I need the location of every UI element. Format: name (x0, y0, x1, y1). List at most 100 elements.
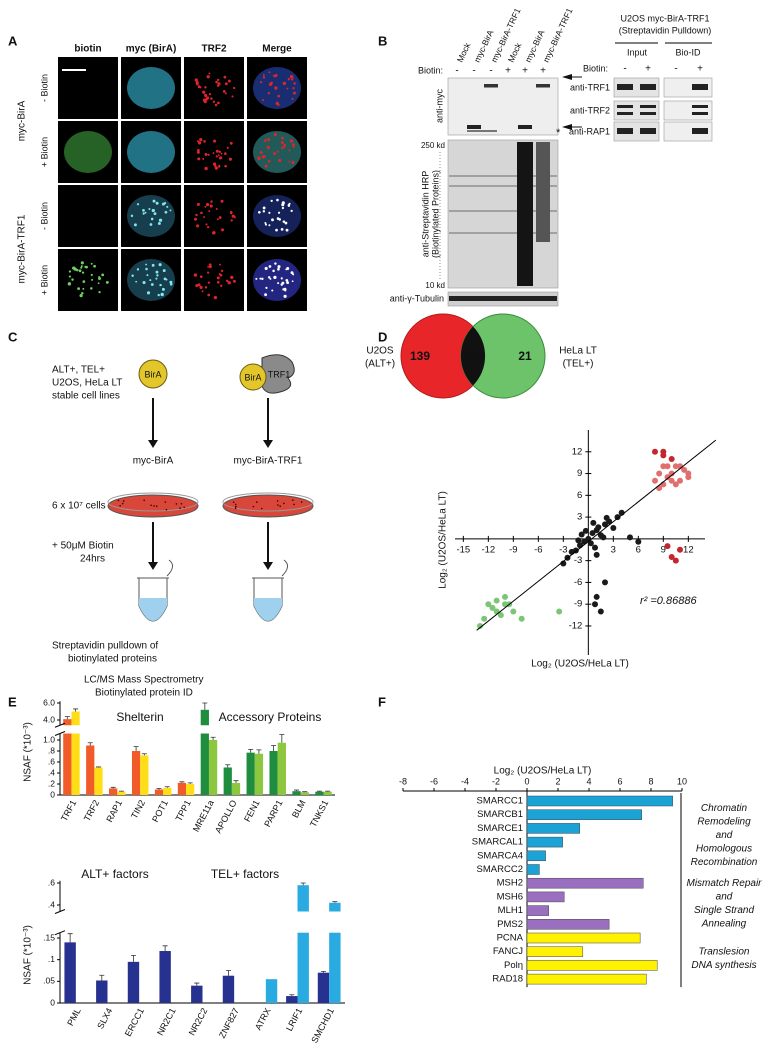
bar (277, 742, 286, 795)
focus (204, 286, 208, 289)
focus (208, 72, 211, 75)
y-tick-label: .2 (48, 778, 55, 788)
focus (205, 223, 208, 226)
focus (215, 208, 218, 210)
focus (81, 271, 85, 274)
focus (228, 157, 232, 161)
biotin-sign: - (623, 64, 626, 75)
x-tick-label: -9 (509, 544, 517, 555)
focus (158, 263, 162, 267)
focus (292, 91, 296, 95)
x-tick-label: NR2C2 (187, 1006, 210, 1037)
focus (215, 149, 219, 153)
bar (526, 960, 658, 971)
focus (101, 273, 105, 277)
cell-dot (283, 502, 285, 505)
focus (208, 210, 211, 213)
biotin-sign: - (472, 66, 475, 77)
focus (258, 210, 261, 214)
focus (197, 157, 201, 161)
focus (80, 266, 83, 269)
focus (135, 280, 138, 283)
dish-rim (107, 492, 199, 512)
dish-rim (222, 492, 314, 512)
group-label: DNA synthesis (691, 960, 756, 971)
focus (195, 213, 198, 217)
focus (261, 277, 264, 281)
focus (151, 208, 155, 213)
focus (77, 287, 80, 291)
cell-dot (175, 503, 178, 505)
focus (196, 202, 200, 206)
focus (225, 279, 229, 283)
blot (613, 121, 660, 142)
error-bar (233, 780, 239, 783)
biotin-label: Biotin: (418, 65, 443, 75)
point (668, 554, 675, 561)
focus (283, 143, 287, 147)
point (592, 601, 598, 608)
x-tick-label: FEN1 (242, 798, 262, 823)
focus (203, 140, 206, 143)
error-bar (194, 982, 200, 986)
focus (207, 265, 210, 268)
focus (263, 139, 267, 142)
bar (131, 751, 141, 795)
bar (526, 850, 546, 862)
point (672, 481, 679, 488)
bar (186, 784, 195, 795)
axis-break (56, 725, 335, 734)
column-header: myc (BirA) (126, 44, 177, 55)
focus (213, 295, 218, 300)
focus (197, 148, 200, 152)
focus (280, 227, 284, 231)
x-tick-label: APOLLO (213, 798, 239, 835)
focus (216, 276, 220, 280)
cell-dot (235, 505, 237, 508)
point (489, 604, 496, 611)
focus (293, 82, 296, 85)
point (589, 530, 596, 537)
focus (262, 210, 266, 213)
focus (207, 153, 210, 156)
focus (164, 210, 168, 214)
focus (153, 212, 157, 216)
bar (86, 745, 95, 795)
focus (150, 217, 154, 221)
focus (68, 270, 72, 273)
blot (613, 100, 660, 121)
panel-label: A (8, 33, 18, 48)
focus (282, 220, 286, 223)
y-tick-label: .4 (48, 899, 55, 909)
cell-dot (122, 500, 125, 502)
point (577, 542, 583, 549)
y-tick-label: -9 (574, 599, 582, 610)
focus (202, 158, 205, 160)
point (635, 538, 642, 545)
x-tick-label: ZNF827 (217, 1006, 241, 1039)
bar (526, 795, 673, 807)
focus (215, 155, 218, 158)
focus (142, 280, 146, 285)
focus (264, 293, 268, 297)
focus (197, 141, 202, 145)
focus (282, 81, 287, 86)
focus (271, 289, 274, 292)
focus (278, 218, 282, 221)
y-tick-label: 12 (572, 446, 583, 457)
focus (277, 265, 281, 269)
point (575, 537, 582, 544)
group-annotation: Shelterin (116, 710, 163, 724)
focus (290, 271, 294, 275)
focus (280, 146, 284, 149)
focus (220, 199, 224, 203)
focus (272, 269, 275, 273)
group-label: Remodeling (697, 816, 751, 827)
focus (281, 206, 285, 210)
bait-shape (261, 354, 295, 394)
bait-label: TRF1 (268, 369, 291, 379)
panel-label: C (8, 329, 18, 344)
focus (273, 75, 276, 78)
focus (220, 269, 224, 273)
focus (105, 280, 109, 284)
